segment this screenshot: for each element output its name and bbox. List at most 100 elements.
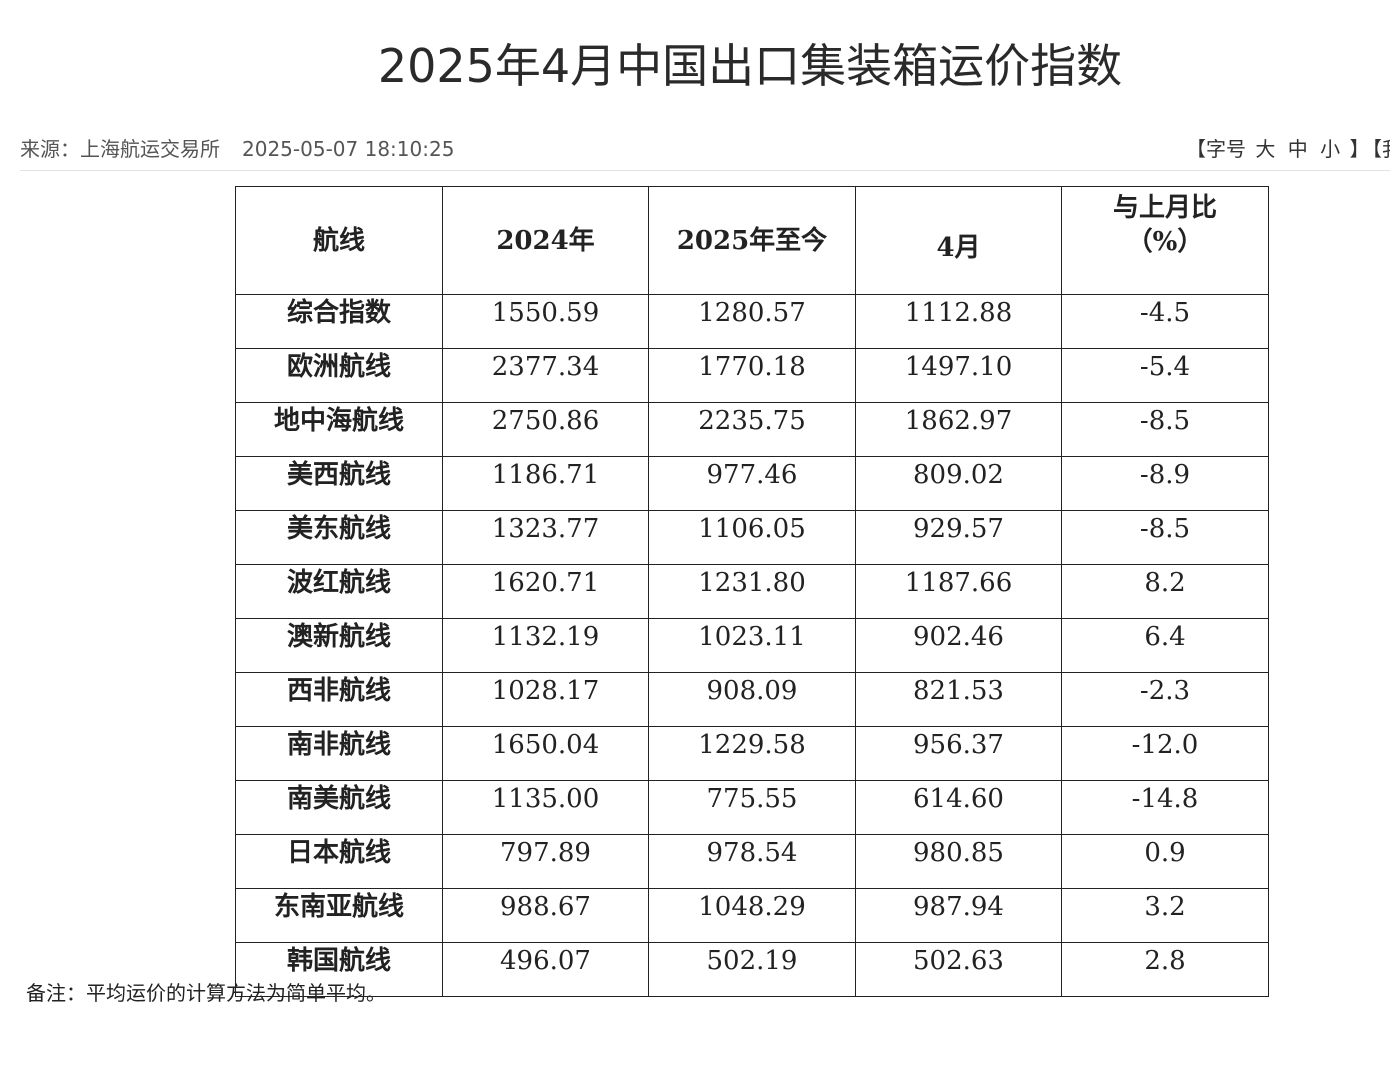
table-row: 综合指数 1550.59 1280.57 1112.88 -4.5 (235, 294, 1269, 349)
value-2025-ytd-cell: 1229.58 (648, 726, 856, 781)
font-size-small-button[interactable]: 小 (1320, 137, 1341, 161)
table-row: 南非航线 1650.04 1229.58 956.37 -12.0 (235, 726, 1269, 781)
font-size-bracket-close: 】 (1349, 137, 1370, 161)
value-april-cell: 1497.10 (855, 348, 1062, 403)
route-cell: 澳新航线 (235, 618, 443, 673)
value-2025-ytd-cell: 977.46 (648, 456, 856, 511)
value-april-cell: 980.85 (855, 834, 1062, 889)
value-april-cell: 809.02 (855, 456, 1062, 511)
value-mom-cell: 0.9 (1061, 834, 1269, 889)
value-mom-cell: -5.4 (1061, 348, 1269, 403)
route-cell: 综合指数 (235, 294, 443, 349)
value-mom-cell: -14.8 (1061, 780, 1269, 835)
value-2024-cell: 988.67 (442, 888, 649, 943)
table-row: 美东航线 1323.77 1106.05 929.57 -8.5 (235, 510, 1269, 565)
route-cell: 波红航线 (235, 564, 443, 619)
value-2024-cell: 1620.71 (442, 564, 649, 619)
header-mom-label: 与上月比 (1112, 193, 1217, 223)
table-row: 波红航线 1620.71 1231.80 1187.66 8.2 (235, 564, 1269, 619)
header-mom-unit: （%） (1126, 227, 1204, 257)
publish-datetime: 2025-05-07 18:10:25 (242, 137, 455, 161)
value-april-cell: 929.57 (855, 510, 1062, 565)
table-row: 欧洲航线 2377.34 1770.18 1497.10 -5.4 (235, 348, 1269, 403)
header-2025-ytd: 2025年至今 (648, 186, 856, 295)
value-mom-cell: 8.2 (1061, 564, 1269, 619)
value-2024-cell: 2750.86 (442, 402, 649, 457)
value-mom-cell: 3.2 (1061, 888, 1269, 943)
table-row: 美西航线 1186.71 977.46 809.02 -8.9 (235, 456, 1269, 511)
value-2024-cell: 1028.17 (442, 672, 649, 727)
value-mom-cell: -12.0 (1061, 726, 1269, 781)
value-mom-cell: -8.9 (1061, 456, 1269, 511)
page-title: 2025年4月中国出口集装箱运价指数 (377, 39, 1123, 93)
header-route: 航线 (235, 186, 443, 295)
route-cell: 日本航线 (235, 834, 443, 889)
value-2025-ytd-cell: 978.54 (648, 834, 856, 889)
table-row: 东南亚航线 988.67 1048.29 987.94 3.2 (235, 888, 1269, 943)
route-cell: 美东航线 (235, 510, 443, 565)
route-cell: 西非航线 (235, 672, 443, 727)
value-april-cell: 987.94 (855, 888, 1062, 943)
value-2025-ytd-cell: 1048.29 (648, 888, 856, 943)
header-april: 4月 (855, 186, 1062, 295)
route-cell: 韩国航线 (235, 942, 443, 997)
table-row: 西非航线 1028.17 908.09 821.53 -2.3 (235, 672, 1269, 727)
value-april-cell: 502.63 (855, 942, 1062, 997)
value-april-cell: 614.60 (855, 780, 1062, 835)
article-meta: 来源：上海航运交易所 2025-05-07 18:10:25 (20, 136, 454, 162)
table-row: 日本航线 797.89 978.54 980.85 0.9 (235, 834, 1269, 889)
table-header-row: 航线 2024年 2025年至今 4月 与上月比 （%） (235, 186, 1269, 295)
value-april-cell: 902.46 (855, 618, 1062, 673)
value-mom-cell: -8.5 (1061, 402, 1269, 457)
value-2025-ytd-cell: 1280.57 (648, 294, 856, 349)
table-row: 地中海航线 2750.86 2235.75 1862.97 -8.5 (235, 402, 1269, 457)
value-2025-ytd-cell: 1106.05 (648, 510, 856, 565)
value-april-cell: 1187.66 (855, 564, 1062, 619)
table-body: 综合指数 1550.59 1280.57 1112.88 -4.5 欧洲航线 2377.34… (235, 294, 1269, 997)
font-size-medium-button[interactable]: 中 (1287, 137, 1308, 161)
freight-index-table: 航线 2024年 2025年至今 4月 与上月比 （%） 综合指数 1550.59… (235, 186, 1269, 997)
route-cell: 美西航线 (235, 456, 443, 511)
value-2024-cell: 1135.00 (442, 780, 649, 835)
font-size-bracket-open: 【字号 (1186, 137, 1246, 161)
value-april-cell: 1112.88 (855, 294, 1062, 349)
value-2025-ytd-cell: 1770.18 (648, 348, 856, 403)
table-row: 南美航线 1135.00 775.55 614.60 -14.8 (235, 780, 1269, 835)
value-2024-cell: 1650.04 (442, 726, 649, 781)
header-month-over-month: 与上月比 （%） (1061, 186, 1269, 295)
value-april-cell: 956.37 (855, 726, 1062, 781)
value-mom-cell: -8.5 (1061, 510, 1269, 565)
header-2024: 2024年 (442, 186, 649, 295)
value-2025-ytd-cell: 2235.75 (648, 402, 856, 457)
value-2025-ytd-cell: 502.19 (648, 942, 856, 997)
route-cell: 东南亚航线 (235, 888, 443, 943)
footnote: 备注：平均运价的计算方法为简单平均。 (26, 981, 386, 1005)
source-label: 来源：上海航运交易所 (20, 137, 220, 161)
value-april-cell: 1862.97 (855, 402, 1062, 457)
value-mom-cell: 6.4 (1061, 618, 1269, 673)
route-cell: 南非航线 (235, 726, 443, 781)
value-mom-cell: -4.5 (1061, 294, 1269, 349)
value-2024-cell: 496.07 (442, 942, 649, 997)
value-2024-cell: 1186.71 (442, 456, 649, 511)
table-row: 韩国航线 496.07 502.19 502.63 2.8 (235, 942, 1269, 997)
font-size-control: 【字号 大 中 小 】 (1186, 136, 1369, 162)
route-cell: 欧洲航线 (235, 348, 443, 403)
value-2024-cell: 2377.34 (442, 348, 649, 403)
meta-divider (20, 170, 1390, 171)
value-mom-cell: 2.8 (1061, 942, 1269, 997)
route-cell: 南美航线 (235, 780, 443, 835)
value-2024-cell: 1132.19 (442, 618, 649, 673)
value-april-cell: 821.53 (855, 672, 1062, 727)
value-2025-ytd-cell: 1023.11 (648, 618, 856, 673)
value-2024-cell: 1323.77 (442, 510, 649, 565)
extra-toolbar-link[interactable]: 【我 (1362, 137, 1390, 161)
font-size-large-button[interactable]: 大 (1255, 137, 1276, 161)
value-2025-ytd-cell: 908.09 (648, 672, 856, 727)
table-row: 澳新航线 1132.19 1023.11 902.46 6.4 (235, 618, 1269, 673)
value-2024-cell: 1550.59 (442, 294, 649, 349)
value-mom-cell: -2.3 (1061, 672, 1269, 727)
route-cell: 地中海航线 (235, 402, 443, 457)
value-2025-ytd-cell: 1231.80 (648, 564, 856, 619)
value-2025-ytd-cell: 775.55 (648, 780, 856, 835)
